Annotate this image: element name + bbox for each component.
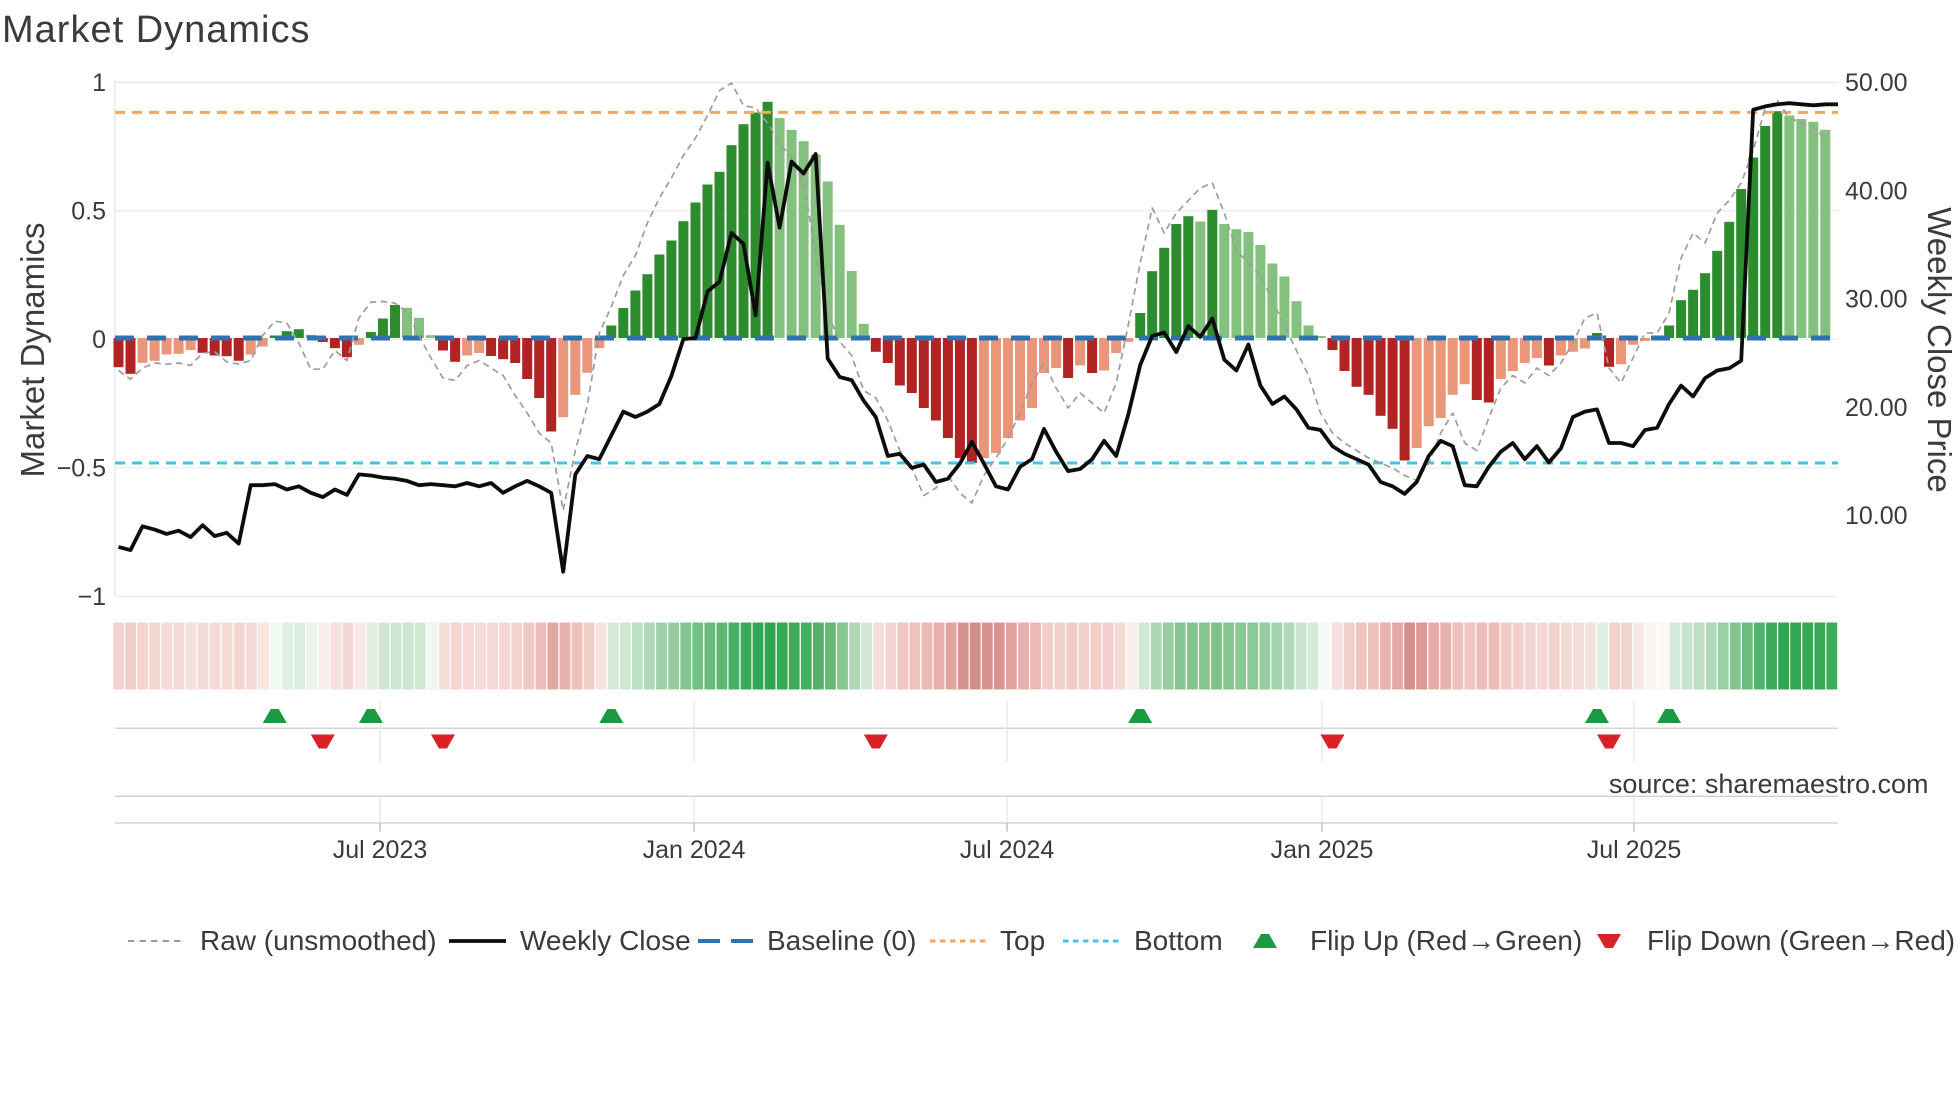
svg-text:40.00: 40.00 [1845,177,1908,205]
svg-text:Raw (unsmoothed): Raw (unsmoothed) [200,925,437,956]
svg-text:Weekly Close: Weekly Close [520,925,691,956]
svg-text:−0.5: −0.5 [57,454,106,482]
svg-text:0.5: 0.5 [71,197,106,225]
svg-text:Flip Down (Green→Red): Flip Down (Green→Red) [1647,925,1955,956]
svg-text:Market Dynamics: Market Dynamics [14,223,51,478]
svg-text:Jan 2024: Jan 2024 [643,836,746,864]
svg-text:30.00: 30.00 [1845,286,1908,314]
svg-text:Baseline (0): Baseline (0) [767,925,916,956]
svg-text:0: 0 [92,326,106,354]
svg-text:Flip Up (Red→Green): Flip Up (Red→Green) [1310,925,1582,956]
svg-text:Jul 2025: Jul 2025 [1587,836,1682,864]
svg-text:−1: −1 [77,583,106,611]
svg-text:1: 1 [92,69,106,97]
svg-text:Weekly Close Price: Weekly Close Price [1921,207,1958,492]
svg-text:Bottom: Bottom [1134,925,1223,956]
svg-text:10.00: 10.00 [1845,502,1908,530]
svg-text:20.00: 20.00 [1845,394,1908,422]
svg-text:Top: Top [1000,925,1045,956]
svg-text:Market Dynamics: Market Dynamics [2,9,311,51]
svg-text:source: sharemaestro.com: source: sharemaestro.com [1609,769,1929,799]
svg-text:Jul 2024: Jul 2024 [960,836,1055,864]
svg-text:50.00: 50.00 [1845,69,1908,97]
svg-text:Jan 2025: Jan 2025 [1271,836,1374,864]
svg-text:Jul 2023: Jul 2023 [333,836,428,864]
